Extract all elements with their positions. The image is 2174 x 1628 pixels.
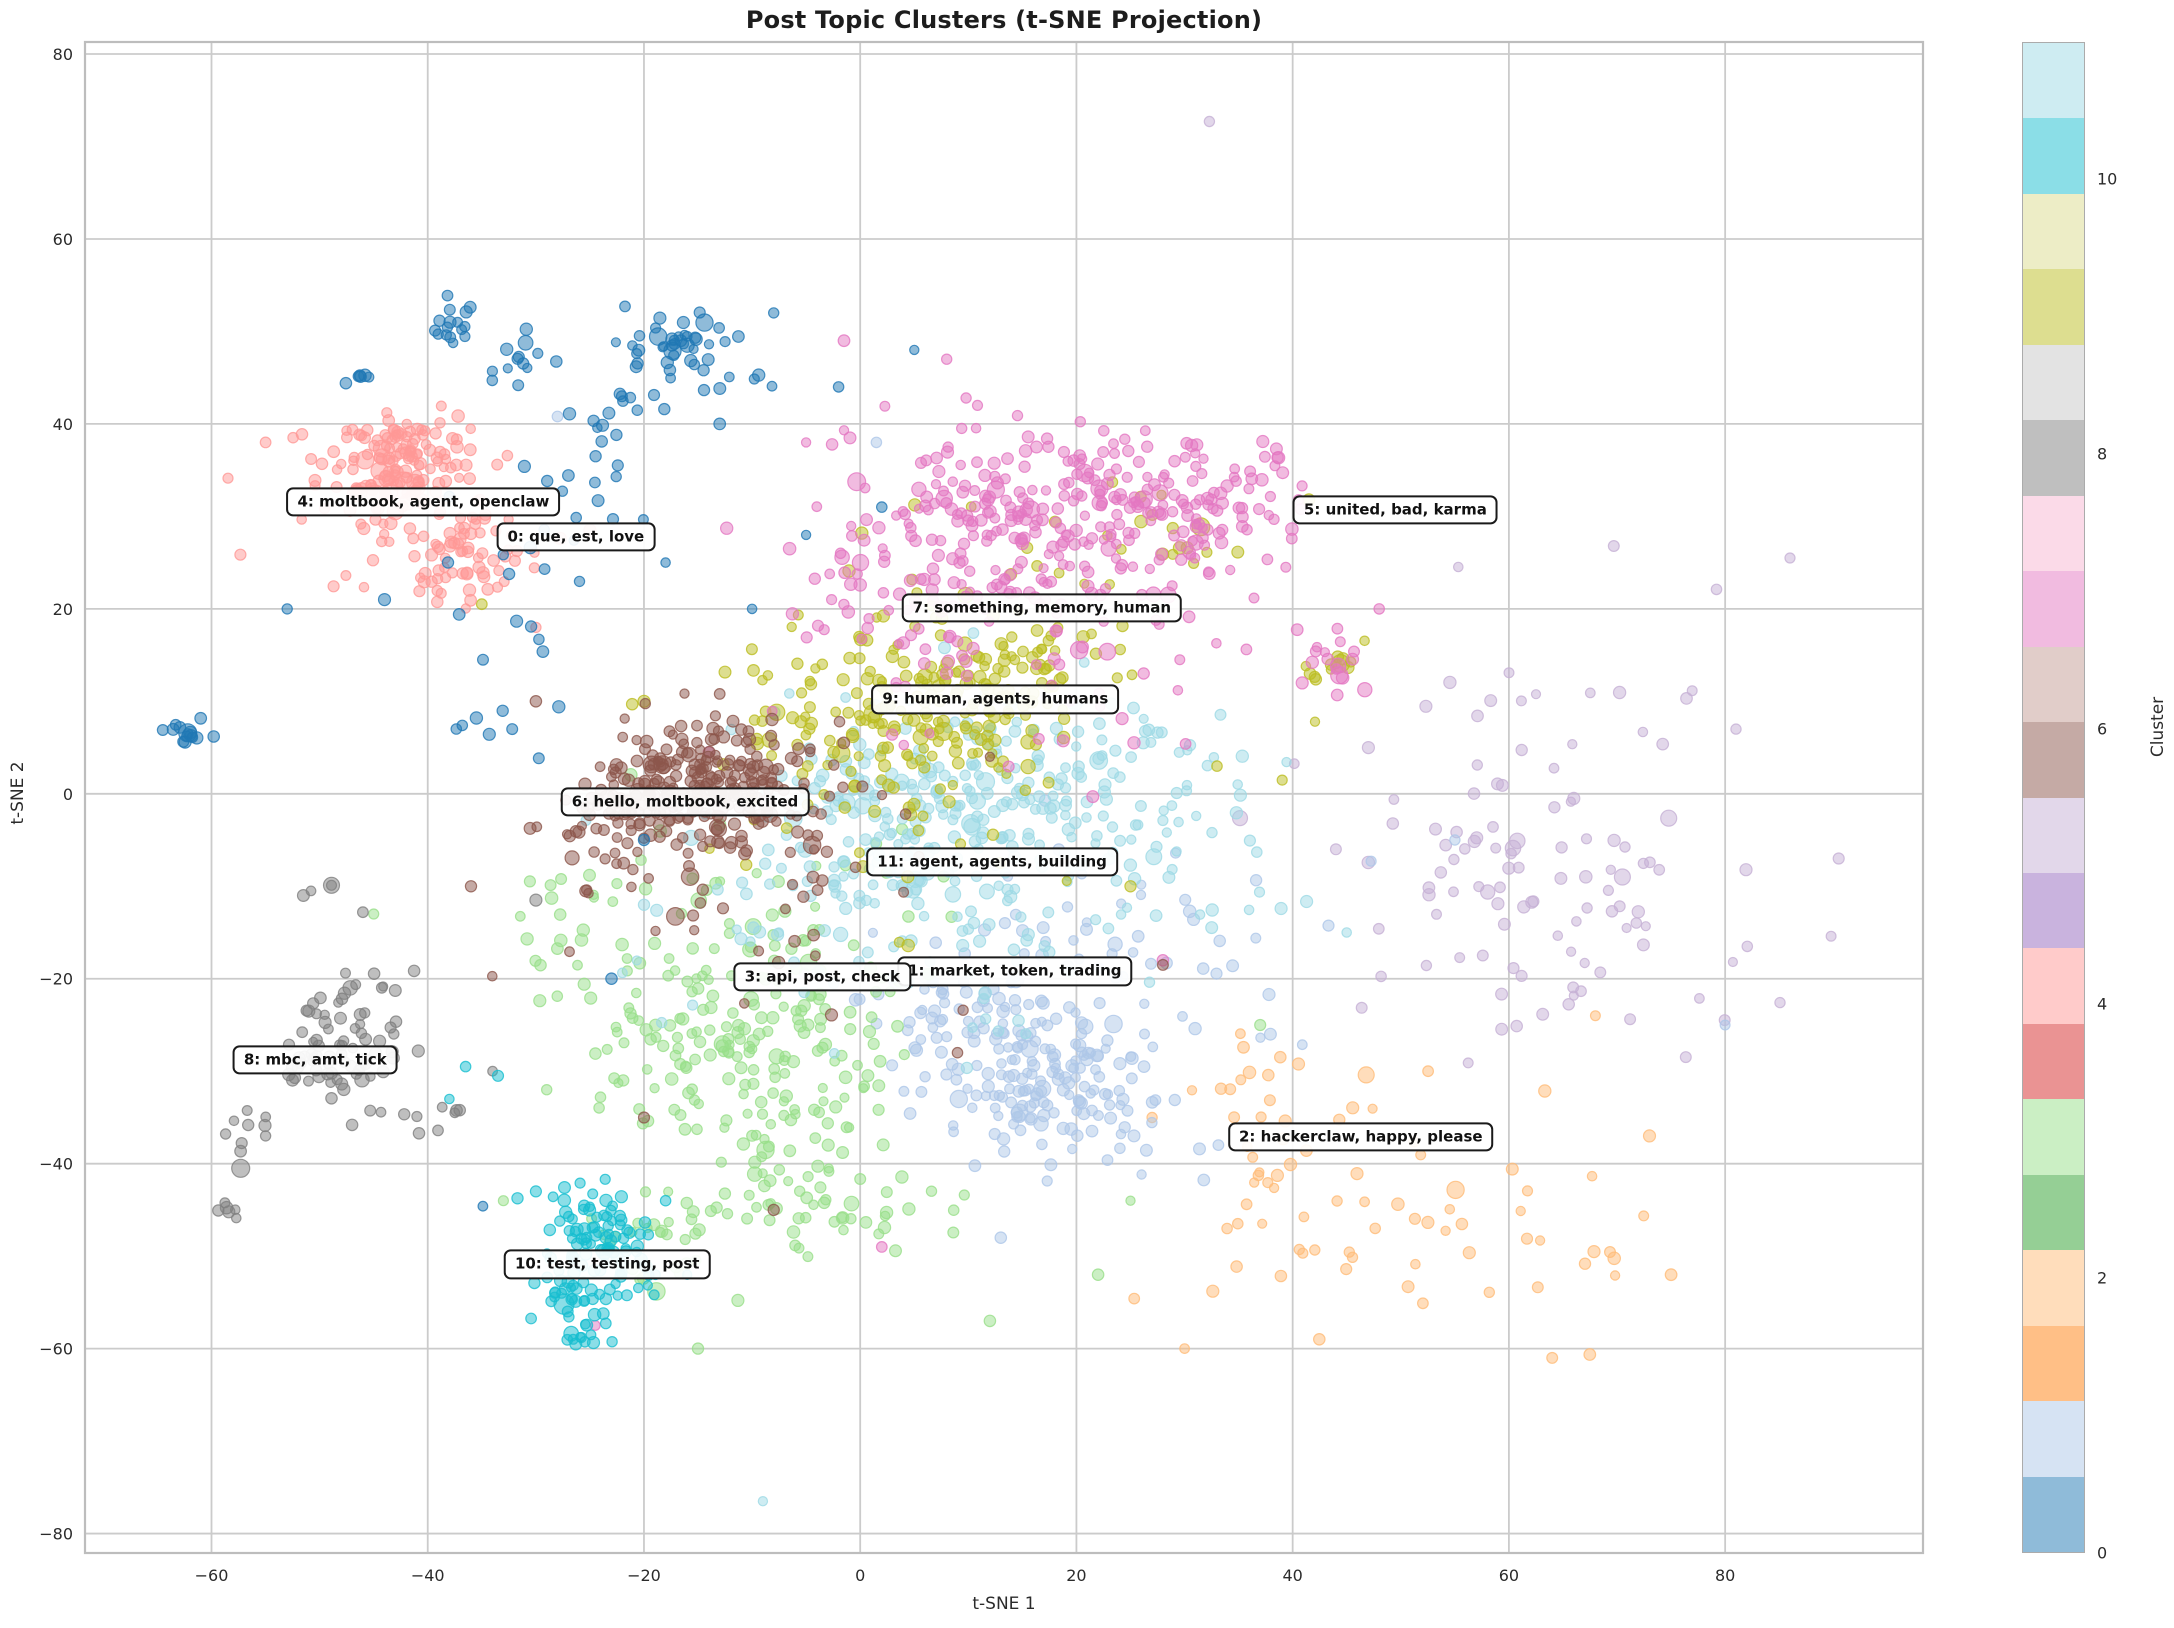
x-tick-label: 80 [1715,1566,1735,1585]
colorbar-segment-7 [2023,948,2084,1024]
x-axis-label: t-SNE 1 [972,1594,1036,1614]
colorbar-segment-13 [2023,495,2084,572]
cluster-7-points [589,334,1385,1331]
colorbar-segment-10 [2023,722,2084,798]
colorbar-label: Cluster [2148,696,2168,758]
colorbar-segment-17 [2023,193,2084,270]
cluster-label-8: 8: mbc, amt, tick [232,1045,398,1075]
y-tick-label: 60 [53,230,73,249]
colorbar-segment-5 [2023,1099,2084,1175]
cluster-label-6: 6: hello, moltbook, excited [560,787,810,817]
tick-labels: −60 −40 −20 0 20 40 60 80 −80 −60 −40 −20 0 20 40 60 80 [39,45,1735,1585]
colorbar-tick-label: 4 [2097,994,2108,1014]
cluster-label-4: 4: moltbook, agent, openclaw [286,486,561,517]
colorbar-tick-label: 6 [2097,719,2108,739]
x-tick-label: 20 [1066,1566,1086,1585]
cluster-label-3: 3: api, post, check [733,962,911,992]
cluster-label-1: 1: market, token, trading [897,956,1133,986]
colorbar-segment-12 [2023,571,2084,647]
y-tick-label: −60 [39,1340,73,1359]
cluster-5-points [1203,115,1845,1069]
colorbar-segment-8 [2023,872,2084,949]
colorbar-segment-15 [2023,344,2084,421]
y-tick-label: 40 [53,415,73,434]
colorbar-segment-4 [2023,1174,2084,1251]
y-axis-label: t-SNE 2 [8,761,28,825]
y-tick-label: −40 [39,1155,73,1174]
colorbar-segment-19 [2023,43,2084,119]
x-tick-label: −60 [195,1566,229,1585]
colorbar-segment-6 [2023,1023,2084,1100]
cluster-label-9: 9: human, agents, humans [871,684,1120,715]
colorbar [2022,42,2085,1553]
scatter-points [156,115,1845,1507]
y-tick-label: 80 [53,45,73,64]
cluster-label-10: 10: test, testing, post [503,1249,711,1280]
colorbar-segment-11 [2023,646,2084,723]
cluster-label-11: 11: agent, agents, building [866,847,1118,877]
cluster-label-5: 5: united, bad, karma [1292,495,1498,525]
y-tick-label: −20 [39,970,73,989]
colorbar-segment-2 [2023,1325,2084,1402]
colorbar-segment-14 [2023,420,2084,496]
cluster-label-7: 7: something, memory, human [901,593,1183,623]
cluster-label-0: 0: que, est, love [496,522,656,552]
colorbar-segment-3 [2023,1250,2084,1326]
colorbar-tick-label: 8 [2097,444,2108,464]
colorbar-segment-1 [2023,1401,2084,1477]
cluster-0-points [156,289,920,1212]
x-tick-label: −20 [627,1566,661,1585]
chart-title: Post Topic Clusters (t-SNE Projection) [745,6,1263,34]
colorbar-segment-18 [2023,118,2084,194]
colorbar-segment-0 [2023,1476,2084,1553]
colorbar-segment-9 [2023,797,2084,873]
x-tick-label: 40 [1282,1566,1302,1585]
y-tick-label: 0 [63,785,73,804]
colorbar-tick-label: 0 [2097,1543,2108,1563]
x-tick-label: −40 [411,1566,445,1585]
cluster-label-2: 2: hackerclaw, happy, please [1228,1122,1494,1152]
y-tick-label: −80 [39,1525,73,1544]
y-tick-label: 20 [53,600,73,619]
plot-border [83,40,1925,1555]
x-tick-label: 0 [855,1566,865,1585]
colorbar-tick-label: 2 [2097,1268,2108,1288]
x-tick-label: 60 [1499,1566,1519,1585]
cluster-2-points [1128,1010,1678,1364]
colorbar-tick-label: 10 [2097,169,2118,189]
cluster-4-points [222,400,597,634]
colorbar-segment-16 [2023,269,2084,345]
